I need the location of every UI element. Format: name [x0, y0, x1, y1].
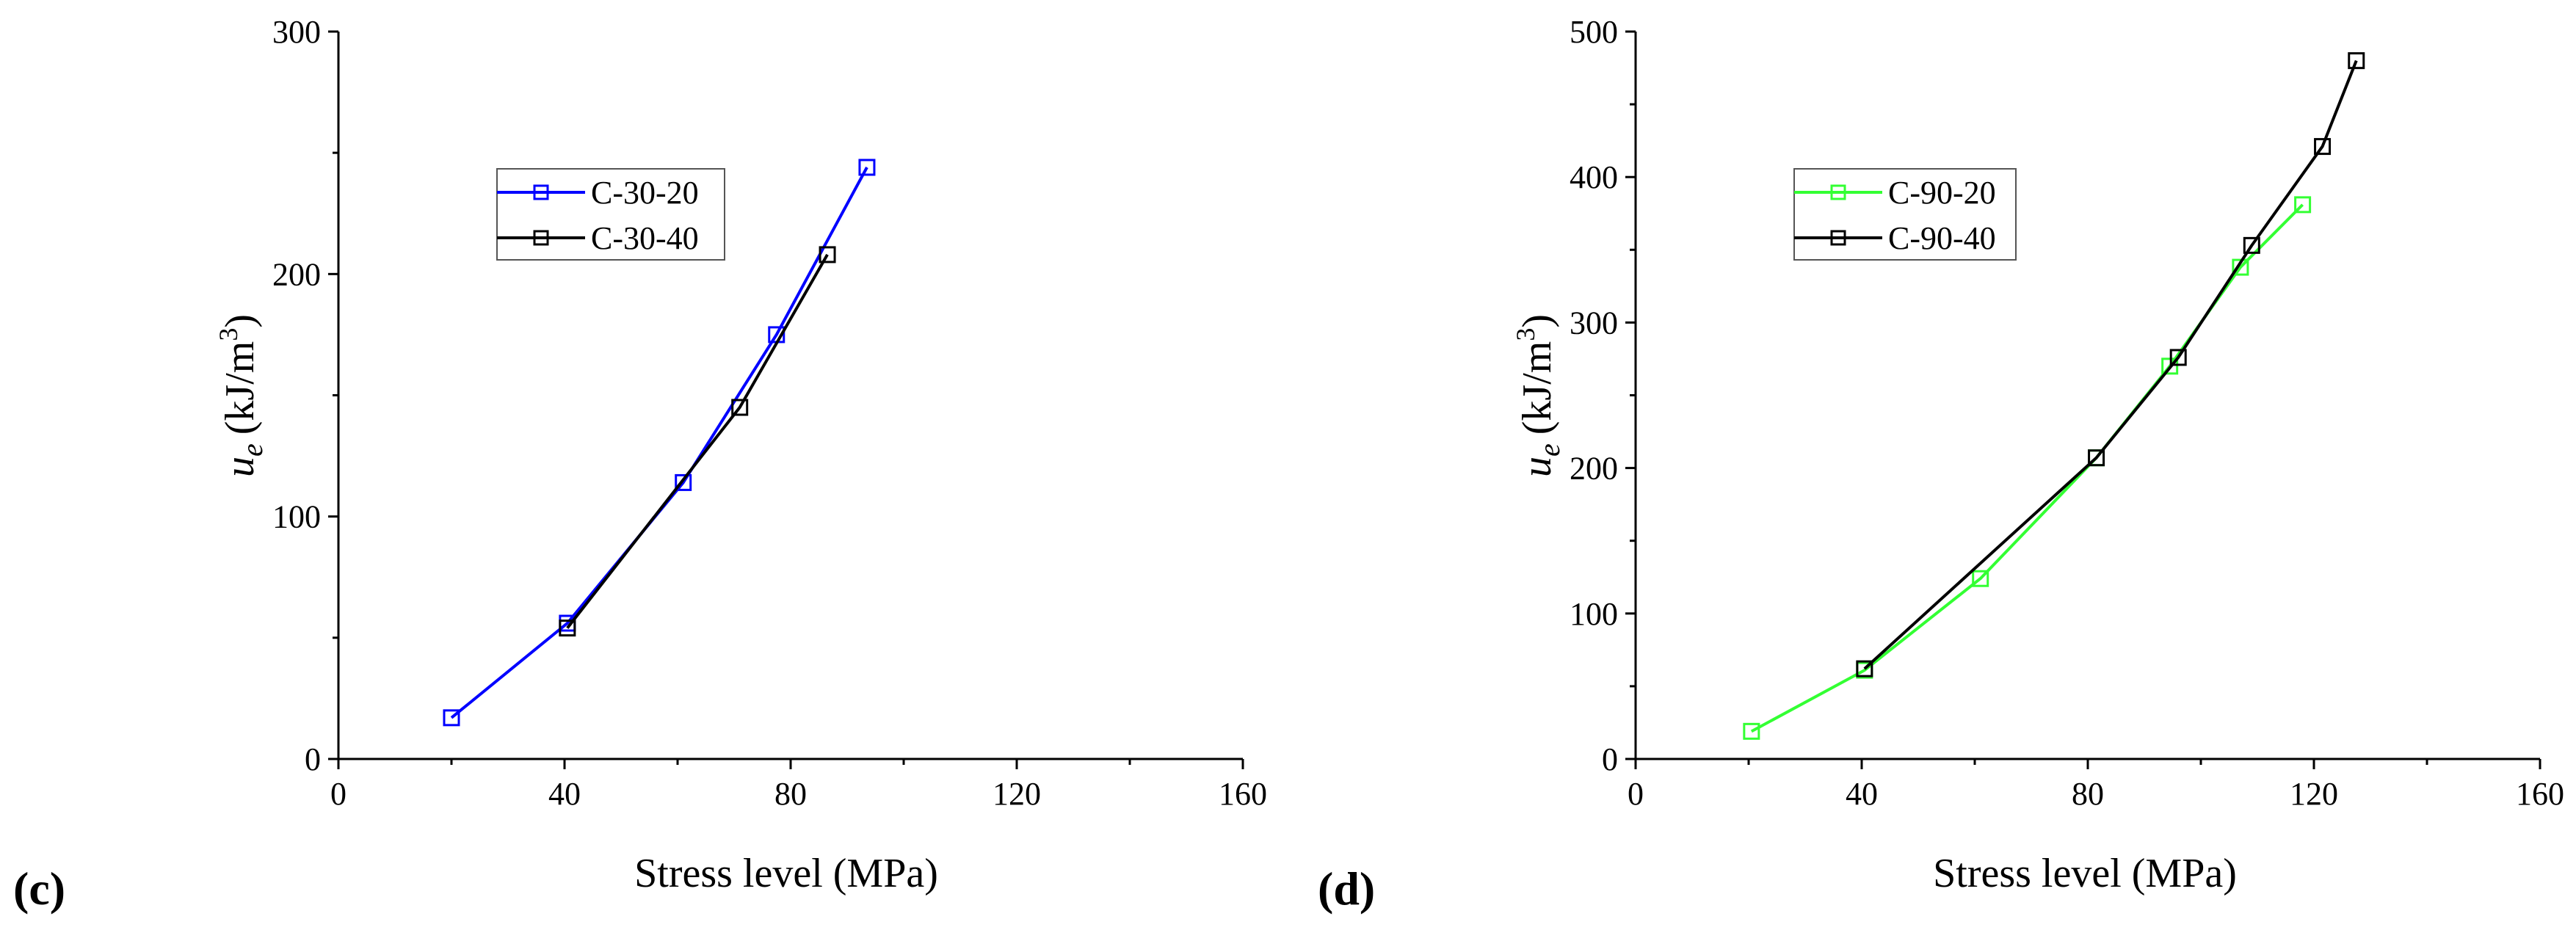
- x-tick-label: 0: [330, 776, 347, 812]
- data-point-C-90-20: [1972, 570, 1989, 587]
- y-axis-title-units: (kJ/m: [217, 341, 263, 435]
- x-tick-label: 40: [1846, 776, 1878, 812]
- legend-d: C-90-20 C-90-40: [1793, 168, 2017, 261]
- data-point-C-30-20: [675, 473, 692, 491]
- x-tick-label: 120: [993, 776, 1041, 812]
- y-tick-label: 200: [1570, 451, 1618, 487]
- y-tick-label: 500: [1570, 14, 1618, 50]
- x-tick-label: 160: [2516, 776, 2564, 812]
- y-axis-title-units: (kJ/m: [1514, 341, 1560, 435]
- legend-label-c-0: C-30-20: [591, 175, 699, 211]
- y-axis-title-main: u: [217, 457, 263, 477]
- y-tick-label: 0: [1602, 741, 1618, 777]
- data-point-C-90-40: [2169, 349, 2187, 366]
- data-point-C-90-40: [2314, 138, 2332, 156]
- panel-label-c: (c): [13, 862, 65, 915]
- y-axis-title-d: ue (kJ/m3): [1511, 314, 1566, 477]
- legend-label-d-1: C-90-40: [1888, 220, 1996, 256]
- plot-area-d: 0 40 80 120 160 0 100 200 300 400 500: [1570, 14, 2564, 812]
- data-point-C-90-20: [1743, 722, 1760, 740]
- data-point-C-90-40: [1856, 660, 1873, 677]
- legend-c: C-30-20 C-30-40: [496, 168, 725, 261]
- legend-label-c-1: C-30-40: [591, 220, 699, 256]
- data-point-C-30-20: [858, 159, 876, 176]
- y-axis-title-sup: 3: [1511, 328, 1540, 341]
- legend-label-d-0: C-90-20: [1888, 175, 1996, 211]
- x-tick-label: 80: [2072, 776, 2104, 812]
- data-point-C-90-40: [2088, 449, 2105, 467]
- data-point-C-90-40: [2348, 52, 2365, 70]
- x-tick-label: 80: [774, 776, 807, 812]
- y-tick-label: 400: [1570, 159, 1618, 195]
- data-point-C-30-40: [559, 620, 576, 637]
- series-line-C-90-20: [1750, 203, 2304, 733]
- y-axis-title-c: ue (kJ/m3): [214, 314, 269, 477]
- data-point-C-30-20: [443, 709, 460, 727]
- x-axis-title-d: Stress level (MPa): [1933, 851, 2237, 896]
- x-tick-label: 160: [1219, 776, 1267, 812]
- x-tick-label: 0: [1628, 776, 1644, 812]
- x-axis-title-c: Stress level (MPa): [634, 851, 938, 896]
- y-tick-label: 0: [305, 741, 321, 777]
- y-tick-label: 300: [1570, 305, 1618, 341]
- y-axis-title-close: ): [1514, 314, 1560, 328]
- y-axis-title-sub: e: [1533, 443, 1566, 457]
- y-tick-label: 100: [1570, 596, 1618, 632]
- legend-marker-d-0: [1830, 184, 1846, 200]
- panel-label-d: (d): [1318, 862, 1375, 915]
- series-line-C-30-20: [450, 167, 868, 719]
- y-axis-title-close: ): [217, 314, 263, 328]
- legend-marker-d-1: [1830, 230, 1846, 246]
- y-tick-label: 200: [272, 256, 321, 292]
- y-axis-title-sup: 3: [214, 328, 243, 341]
- data-point-C-90-20: [2232, 258, 2249, 276]
- series-line-C-90-40: [1863, 59, 2358, 670]
- data-point-C-90-20: [2294, 196, 2312, 214]
- data-point-C-30-40: [819, 246, 836, 264]
- series-line-C-30-40: [566, 253, 829, 629]
- data-point-C-30-40: [731, 399, 749, 416]
- legend-marker-c-1: [533, 230, 549, 246]
- chart-panel-d: (d) Stress level (MPa) ue (kJ/m3) 0 40 80 12…: [1318, 14, 2564, 915]
- y-axis-title-main: u: [1514, 457, 1560, 477]
- data-point-C-90-40: [2243, 236, 2260, 254]
- y-axis-title-sub: e: [236, 443, 269, 457]
- legend-marker-c-0: [533, 184, 549, 200]
- x-tick-label: 120: [2290, 776, 2338, 812]
- data-point-C-90-20: [2161, 357, 2179, 375]
- y-tick-label: 100: [272, 499, 321, 535]
- x-tick-label: 40: [548, 776, 581, 812]
- chart-panel-c: (c) Stress level (MPa) ue (kJ/m3) 0 40 80 12…: [13, 14, 1267, 915]
- plot-area-c: 0 40 80 120 160 0 100 200 300: [272, 14, 1267, 812]
- y-tick-label: 300: [272, 14, 321, 50]
